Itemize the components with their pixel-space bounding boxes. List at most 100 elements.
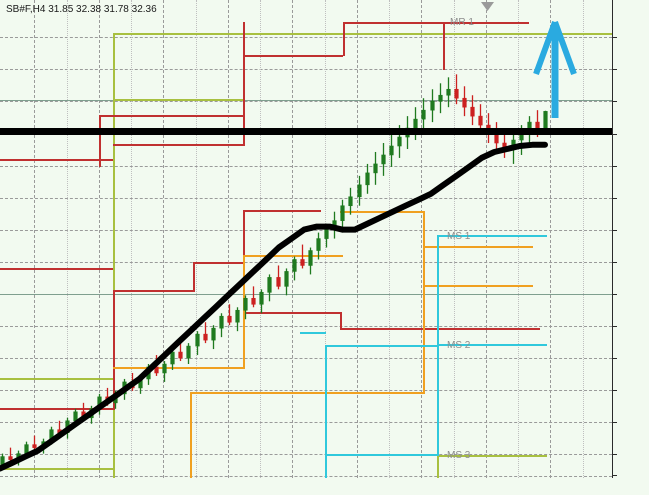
step-line-olive-riser bbox=[113, 33, 115, 101]
price-tick bbox=[612, 294, 617, 295]
price-tick bbox=[612, 454, 617, 455]
step-line-red-seg-2 bbox=[343, 22, 443, 24]
step-line-red-seg-4 bbox=[99, 115, 245, 117]
price-tick bbox=[612, 198, 617, 199]
price-tick bbox=[612, 134, 617, 135]
gridline-horizontal bbox=[0, 454, 612, 455]
gridline-horizontal bbox=[0, 390, 612, 391]
gridline-vertical-minor bbox=[131, 0, 132, 478]
step-line-red-left-1 bbox=[0, 159, 113, 161]
gridline-horizontal bbox=[0, 358, 612, 359]
step-line-red-seg-8 bbox=[245, 312, 340, 314]
step-line-red-riser-4 bbox=[243, 102, 245, 146]
pivot-price-line bbox=[0, 128, 612, 135]
gridline-horizontal bbox=[0, 476, 612, 477]
step-line-orange-seg-4 bbox=[423, 285, 533, 287]
price-tick bbox=[612, 475, 617, 476]
price-tick bbox=[612, 358, 617, 359]
step-line-olive-ms3 bbox=[437, 455, 547, 457]
gridline-horizontal bbox=[0, 326, 612, 327]
step-line-red-riser-10 bbox=[340, 312, 342, 330]
step-line-orange-seg-3 bbox=[190, 392, 425, 394]
step-line-red-seg-6 bbox=[193, 262, 245, 264]
chart-plot-area[interactable]: MR 1 MS 1 MS 2 MS 3 bbox=[0, 0, 612, 478]
step-line-red-riser-7 bbox=[193, 262, 195, 292]
gridline-horizontal bbox=[0, 262, 612, 263]
step-line-red-seg-7 bbox=[243, 210, 321, 212]
step-line-cyan-ms3-riser bbox=[325, 454, 327, 478]
gridline-horizontal bbox=[0, 101, 612, 102]
step-line-olive-mid bbox=[113, 99, 243, 101]
level-label-ms2: MS 2 bbox=[447, 340, 471, 351]
price-tick bbox=[612, 230, 617, 231]
step-line-red-riser-5 bbox=[99, 115, 101, 167]
step-line-cyan-seg-mid bbox=[325, 345, 439, 347]
step-line-orange-seg-6 bbox=[340, 211, 425, 213]
level-line-gray-lower bbox=[0, 294, 612, 295]
step-line-orange-seg-5 bbox=[423, 246, 533, 248]
price-tick bbox=[612, 69, 617, 70]
step-line-red-riser-8 bbox=[243, 210, 245, 264]
level-label-ms1: MS 1 bbox=[447, 231, 471, 242]
gridline-horizontal bbox=[0, 69, 612, 70]
step-line-olive-bottom-left bbox=[0, 468, 115, 470]
price-axis[interactable]: 34.85 33.80 32.75 31.70 30.65 29.60 28.5… bbox=[612, 0, 649, 478]
level-line-gray-upper bbox=[0, 100, 612, 101]
level-label-mr1: MR 1 bbox=[450, 17, 474, 28]
level-label-ms3: MS 3 bbox=[447, 450, 471, 461]
step-line-orange-riser-3 bbox=[423, 285, 425, 394]
step-line-olive-top bbox=[113, 33, 612, 35]
step-line-olive-left bbox=[0, 378, 115, 380]
gridline-vertical bbox=[486, 0, 487, 478]
price-tick bbox=[612, 166, 617, 167]
step-line-olive-ms3-riser bbox=[437, 455, 439, 478]
gridline-vertical bbox=[228, 0, 229, 478]
moving-average-line bbox=[0, 141, 548, 472]
gridline-horizontal bbox=[0, 166, 612, 167]
step-line-orange-riser-2 bbox=[190, 392, 192, 478]
step-line-cyan-ms3 bbox=[325, 454, 439, 456]
price-axis-border bbox=[612, 0, 613, 478]
step-line-cyan-seg-left bbox=[300, 332, 326, 334]
step-line-red-riser-1 bbox=[243, 22, 245, 102]
step-line-red-riser-3 bbox=[443, 22, 445, 70]
price-tick bbox=[612, 262, 617, 263]
gridline-vertical-minor bbox=[583, 0, 584, 478]
candlestick-series bbox=[0, 74, 548, 469]
step-line-red-riser-2 bbox=[343, 22, 345, 56]
price-tick bbox=[612, 101, 617, 102]
gridline-vertical bbox=[357, 0, 358, 478]
gridline-vertical-minor bbox=[389, 0, 390, 478]
step-line-cyan-riser-mid bbox=[325, 345, 327, 455]
step-line-olive-vertical bbox=[113, 99, 115, 478]
time-axis[interactable]: 3 Sep 2010 21 Sep 08:30 5 Oct 16:30 19 O… bbox=[0, 478, 649, 495]
gridline-horizontal bbox=[0, 198, 612, 199]
chart-title: SB#F,H4 31.85 32.38 31.78 32.36 bbox=[6, 4, 157, 15]
step-line-orange-riser-4 bbox=[423, 211, 425, 287]
step-line-cyan-ms2 bbox=[437, 344, 547, 346]
up-arrow-annotation[interactable] bbox=[528, 12, 582, 124]
step-line-cyan-ms2-riser bbox=[437, 344, 439, 456]
step-line-red-seg-5 bbox=[113, 290, 193, 292]
step-line-red-left-3 bbox=[0, 408, 113, 410]
step-line-orange-seg-1 bbox=[113, 367, 243, 369]
gridline-vertical bbox=[550, 0, 551, 478]
gridline-vertical-minor bbox=[518, 0, 519, 478]
step-line-red-riser-6 bbox=[113, 290, 115, 410]
step-line-red-left-2 bbox=[0, 268, 113, 270]
step-line-cyan-ms1 bbox=[437, 235, 547, 237]
gridline-vertical bbox=[421, 0, 422, 478]
gridline-vertical-minor bbox=[454, 0, 455, 478]
step-line-orange-seg-2 bbox=[243, 255, 343, 257]
step-line-orange-riser-1 bbox=[243, 255, 245, 369]
gridline-vertical-minor bbox=[67, 0, 68, 478]
price-tick bbox=[612, 326, 617, 327]
price-tick bbox=[612, 422, 617, 423]
gridline-vertical bbox=[163, 0, 164, 478]
step-line-red-seg-9 bbox=[340, 328, 540, 330]
step-line-red-seg-3 bbox=[113, 144, 243, 146]
gridline-vertical bbox=[34, 0, 35, 478]
gridline-vertical-minor bbox=[325, 0, 326, 478]
gridline-horizontal bbox=[0, 37, 612, 38]
triangle-down-icon bbox=[481, 2, 494, 11]
